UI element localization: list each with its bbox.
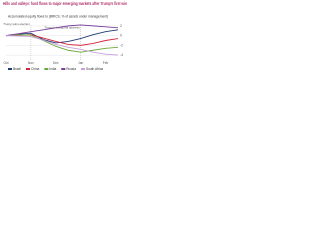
- y-tick-label: -4: [120, 53, 123, 57]
- annotation: Trump's inaugural address: [44, 25, 80, 29]
- x-tick-label: Oct: [4, 61, 9, 65]
- y-tick-label: 0: [120, 34, 122, 38]
- chart-subtitle: Accumulated equity flows to (BRICS, % of…: [8, 14, 108, 18]
- legend-swatch: [81, 68, 85, 70]
- legend-label: Russia: [66, 67, 76, 71]
- line-series: [5, 29, 119, 44]
- legend-label: China: [31, 67, 40, 71]
- y-tick-label: 2: [120, 24, 122, 28]
- x-tick-label: Jan: [78, 61, 83, 65]
- legend-swatch: [8, 68, 12, 70]
- line-series: [5, 34, 119, 53]
- y-tick-label: -2: [120, 43, 123, 47]
- line-series: [5, 24, 119, 37]
- legend-label: Brazil: [13, 67, 21, 71]
- legend-label: India: [49, 67, 56, 71]
- x-tick-label: Nov: [28, 61, 34, 65]
- x-tick-label: Dec: [53, 61, 59, 65]
- chart-title: Hills and valleys: fund flows to major e…: [3, 1, 127, 6]
- legend-swatch: [61, 68, 66, 70]
- x-tick-label: Feb: [103, 61, 109, 65]
- line-series: [5, 35, 119, 56]
- chart: Hills and valleys: fund flows to major e…: [3, 1, 127, 71]
- legend-swatch: [25, 68, 30, 70]
- legend-label: South Africa: [86, 67, 103, 71]
- legend-swatch: [44, 68, 49, 70]
- annotation: Trump wins election: [3, 22, 30, 26]
